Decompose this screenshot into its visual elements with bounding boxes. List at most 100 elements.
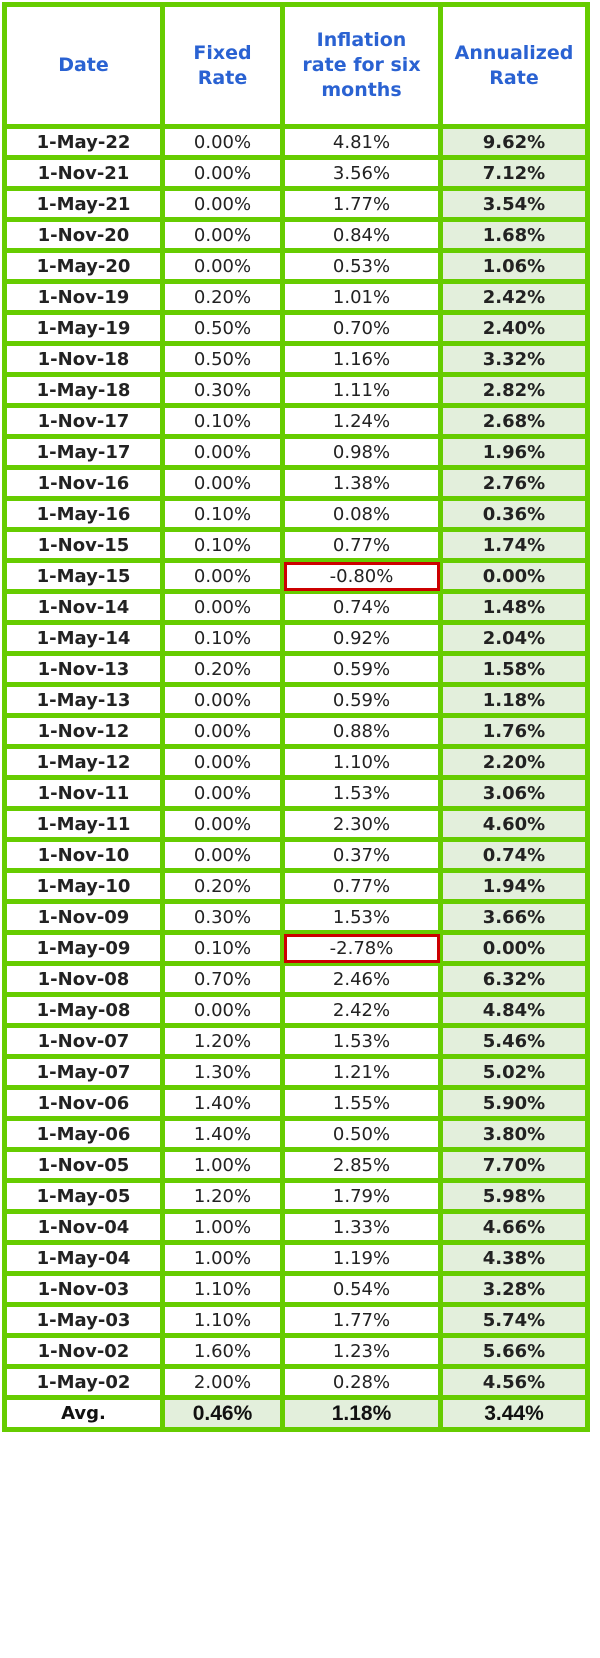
annualized-rate-cell: 1.18% xyxy=(438,682,590,718)
annualized-rate-cell: 3.66% xyxy=(438,899,590,935)
annualized-rate-cell: 0.74% xyxy=(438,837,590,873)
inflation-rate-cell: 1.79% xyxy=(280,1178,443,1214)
table-row: 1-Nov-08 0.70% 2.46% 6.32% xyxy=(2,961,590,997)
annualized-rate-cell: 5.46% xyxy=(438,1023,590,1059)
annualized-rate-cell: 2.82% xyxy=(438,372,590,408)
annualized-rate-cell: 2.04% xyxy=(438,620,590,656)
inflation-rate-cell: 0.84% xyxy=(280,217,443,253)
table-row: 1-Nov-09 0.30% 1.53% 3.66% xyxy=(2,899,590,935)
table-row: 1-May-05 1.20% 1.79% 5.98% xyxy=(2,1178,590,1214)
date-cell: 1-Nov-20 xyxy=(2,217,165,253)
table-row: 1-Nov-14 0.00% 0.74% 1.48% xyxy=(2,589,590,625)
fixed-rate-cell: 1.40% xyxy=(160,1116,285,1152)
date-cell: 1-May-14 xyxy=(2,620,165,656)
date-cell: 1-May-22 xyxy=(2,124,165,160)
header-fixed-rate: Fixed Rate xyxy=(160,2,285,129)
fixed-rate-cell: 0.00% xyxy=(160,992,285,1028)
annualized-rate-cell: 1.68% xyxy=(438,217,590,253)
annualized-rate-cell: 3.32% xyxy=(438,341,590,377)
table-row: 1-May-15 0.00% -0.80% 0.00% xyxy=(2,558,590,594)
table-row: 1-May-18 0.30% 1.11% 2.82% xyxy=(2,372,590,408)
date-cell: 1-May-15 xyxy=(2,558,165,594)
fixed-rate-cell: 0.00% xyxy=(160,248,285,284)
annualized-rate-cell: 4.66% xyxy=(438,1209,590,1245)
annualized-rate-cell: 1.76% xyxy=(438,713,590,749)
date-cell: 1-May-07 xyxy=(2,1054,165,1090)
table-row: 1-Nov-17 0.10% 1.24% 2.68% xyxy=(2,403,590,439)
table-row: 1-Nov-07 1.20% 1.53% 5.46% xyxy=(2,1023,590,1059)
fixed-rate-cell: 0.00% xyxy=(160,744,285,780)
date-cell: 1-Nov-06 xyxy=(2,1085,165,1121)
fixed-rate-cell: 1.60% xyxy=(160,1333,285,1369)
inflation-rate-cell: 1.33% xyxy=(280,1209,443,1245)
annualized-rate-cell: 3.28% xyxy=(438,1271,590,1307)
inflation-rate-cell: 2.42% xyxy=(280,992,443,1028)
table-row: 1-May-04 1.00% 1.19% 4.38% xyxy=(2,1240,590,1276)
inflation-rate-cell: 1.10% xyxy=(280,744,443,780)
fixed-rate-cell: 0.00% xyxy=(160,465,285,501)
fixed-rate-cell: 0.70% xyxy=(160,961,285,997)
annualized-rate-cell: 9.62% xyxy=(438,124,590,160)
date-cell: 1-Nov-04 xyxy=(2,1209,165,1245)
table-row: 1-May-22 0.00% 4.81% 9.62% xyxy=(2,124,590,160)
inflation-rate-cell: 3.56% xyxy=(280,155,443,191)
table-row: 1-Nov-20 0.00% 0.84% 1.68% xyxy=(2,217,590,253)
annualized-rate-cell: 6.32% xyxy=(438,961,590,997)
table-row: 1-Nov-10 0.00% 0.37% 0.74% xyxy=(2,837,590,873)
table-row: 1-Nov-13 0.20% 0.59% 1.58% xyxy=(2,651,590,687)
date-cell: 1-May-04 xyxy=(2,1240,165,1276)
inflation-rate-cell: 2.46% xyxy=(280,961,443,997)
i-bond-rate-table: Date Fixed Rate Inflation rate for six m… xyxy=(2,2,590,1432)
table-row: 1-Nov-11 0.00% 1.53% 3.06% xyxy=(2,775,590,811)
fixed-rate-cell: 0.20% xyxy=(160,868,285,904)
fixed-rate-cell: 0.00% xyxy=(160,837,285,873)
fixed-rate-cell: 2.00% xyxy=(160,1364,285,1400)
inflation-rate-cell: 2.85% xyxy=(280,1147,443,1183)
fixed-rate-cell: 1.20% xyxy=(160,1023,285,1059)
inflation-rate-cell: 0.88% xyxy=(280,713,443,749)
inflation-rate-cell: 0.59% xyxy=(280,651,443,687)
date-cell: 1-May-16 xyxy=(2,496,165,532)
table-row: 1-May-06 1.40% 0.50% 3.80% xyxy=(2,1116,590,1152)
fixed-rate-cell: 0.50% xyxy=(160,341,285,377)
table-row: 1-Nov-15 0.10% 0.77% 1.74% xyxy=(2,527,590,563)
inflation-rate-cell: 1.16% xyxy=(280,341,443,377)
inflation-rate-cell: 1.38% xyxy=(280,465,443,501)
inflation-rate-cell: 1.53% xyxy=(280,775,443,811)
table-row: 1-May-17 0.00% 0.98% 1.96% xyxy=(2,434,590,470)
annualized-rate-cell: 1.48% xyxy=(438,589,590,625)
header-inflation-rate: Inflation rate for six months xyxy=(280,2,443,129)
annualized-rate-cell: 5.98% xyxy=(438,1178,590,1214)
table-row: 1-May-09 0.10% -2.78% 0.00% xyxy=(2,930,590,966)
inflation-rate-cell-highlighted: -2.78% xyxy=(280,930,443,966)
inflation-rate-cell: 0.37% xyxy=(280,837,443,873)
annualized-rate-cell: 2.40% xyxy=(438,310,590,346)
date-cell: 1-Nov-15 xyxy=(2,527,165,563)
date-cell: 1-May-21 xyxy=(2,186,165,222)
inflation-rate-cell: 1.77% xyxy=(280,1302,443,1338)
header-annualized-rate: Annualized Rate xyxy=(438,2,590,129)
inflation-rate-cell-highlighted: -0.80% xyxy=(280,558,443,594)
date-cell: 1-May-08 xyxy=(2,992,165,1028)
fixed-rate-cell: 0.00% xyxy=(160,682,285,718)
annualized-rate-cell: 7.12% xyxy=(438,155,590,191)
annualized-rate-cell: 2.42% xyxy=(438,279,590,315)
inflation-rate-cell: 0.54% xyxy=(280,1271,443,1307)
date-cell: 1-Nov-08 xyxy=(2,961,165,997)
date-cell: 1-Nov-10 xyxy=(2,837,165,873)
annualized-rate-cell: 3.06% xyxy=(438,775,590,811)
date-cell: 1-May-05 xyxy=(2,1178,165,1214)
date-cell: 1-May-06 xyxy=(2,1116,165,1152)
inflation-rate-cell: 0.59% xyxy=(280,682,443,718)
fixed-rate-cell: 0.00% xyxy=(160,558,285,594)
date-cell: 1-Nov-02 xyxy=(2,1333,165,1369)
date-cell: 1-May-12 xyxy=(2,744,165,780)
annualized-rate-cell: 3.80% xyxy=(438,1116,590,1152)
fixed-rate-cell: 0.00% xyxy=(160,217,285,253)
fixed-rate-cell: 1.10% xyxy=(160,1302,285,1338)
annualized-rate-cell: 0.36% xyxy=(438,496,590,532)
fixed-rate-cell: 0.00% xyxy=(160,775,285,811)
inflation-rate-cell: 0.50% xyxy=(280,1116,443,1152)
fixed-rate-cell: 0.30% xyxy=(160,899,285,935)
average-row: Avg. 0.46% 1.18% 3.44% xyxy=(2,1395,590,1432)
